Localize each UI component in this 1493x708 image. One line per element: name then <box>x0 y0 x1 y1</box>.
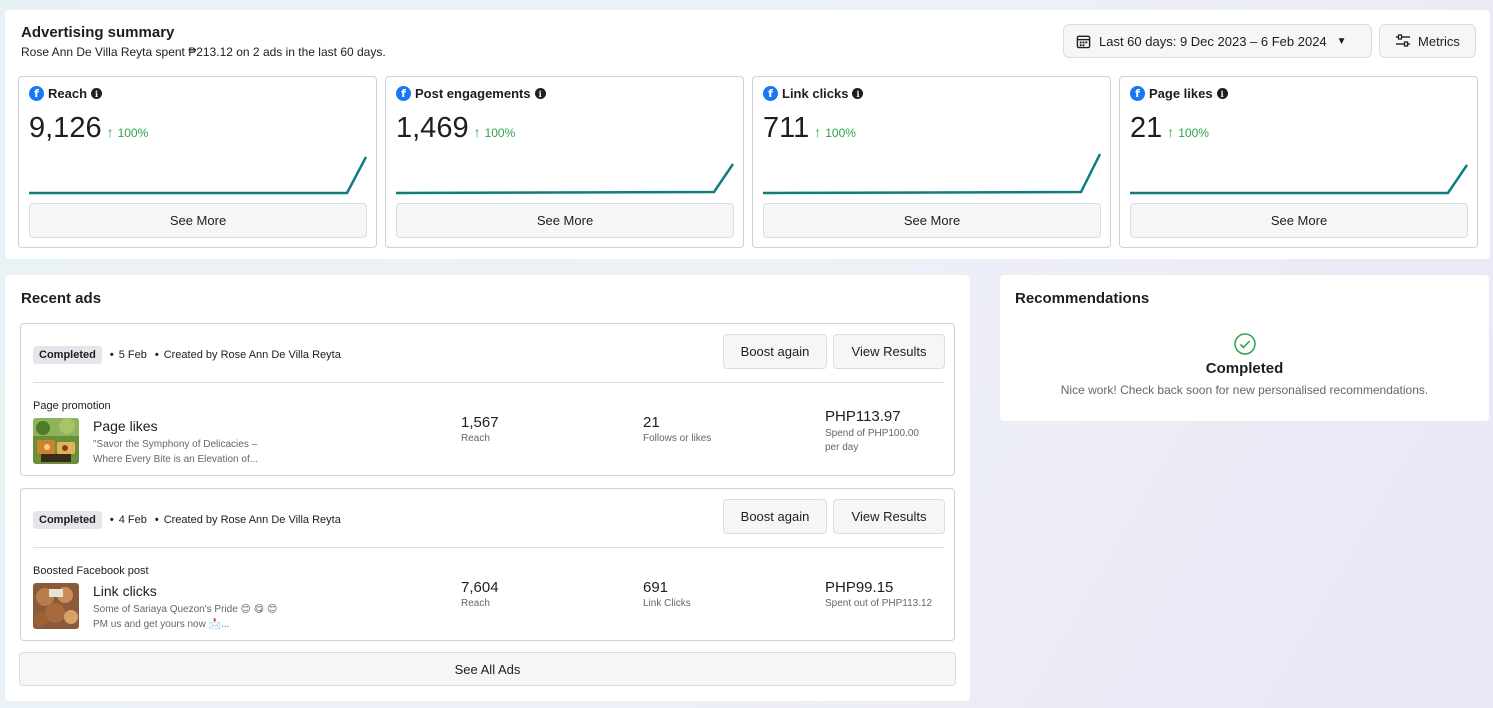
checkmark-circle-icon <box>1234 333 1256 355</box>
card-value: 1,469 <box>396 112 469 144</box>
facebook-icon: f <box>763 86 778 101</box>
status-badge: Completed <box>33 346 102 364</box>
reach-stat: 7,604 Reach <box>461 579 499 609</box>
info-icon[interactable]: i <box>1216 88 1228 99</box>
info-icon[interactable]: i <box>534 88 546 99</box>
card-value: 9,126 <box>29 112 102 144</box>
spend-stat: PHP99.15 Spent out of PHP113.12 <box>825 579 933 609</box>
card-change: 100% <box>484 126 516 140</box>
card-label: Reach <box>48 86 88 101</box>
ad-date: 5 Feb <box>118 349 147 361</box>
ad-thumbnail[interactable] <box>33 418 79 464</box>
card-change: 100% <box>825 126 856 140</box>
ad-thumbnail[interactable] <box>33 583 79 629</box>
facebook-icon: f <box>396 86 411 101</box>
info-icon[interactable]: i <box>852 88 864 99</box>
divider <box>33 382 944 383</box>
see-more-button[interactable]: See More <box>29 203 367 238</box>
calendar-icon <box>1076 35 1091 48</box>
sparkline-chart <box>1130 164 1468 195</box>
ad-creator: Created by Rose Ann De Villa Reyta <box>163 349 341 361</box>
summary-title: Advertising summary <box>21 24 175 41</box>
summary-subtitle: Rose Ann De Villa Reyta spent ₱213.12 on… <box>21 45 386 59</box>
see-more-button[interactable]: See More <box>1130 203 1468 238</box>
card-value: 21 <box>1130 112 1163 144</box>
recommendations-message: Nice work! Check back soon for new perso… <box>1060 383 1429 397</box>
results-stat: 691 Link Clicks <box>643 579 691 609</box>
ad-description: Some of Sariaya Quezon's Pride 😊 😋 😊 PM … <box>93 604 278 630</box>
metrics-button[interactable]: Metrics <box>1379 24 1476 58</box>
see-all-ads-button[interactable]: See All Ads <box>19 652 956 686</box>
see-more-button[interactable]: See More <box>396 203 734 238</box>
metric-card-link-clicks: f Link clicks i 711 ↑ 100% See More <box>752 76 1111 248</box>
sliders-icon <box>1396 34 1411 47</box>
sparkline-chart <box>763 153 1101 195</box>
divider <box>33 547 944 548</box>
caret-down-icon: ▼ <box>1336 35 1347 47</box>
arrow-up-icon: ↑ <box>106 124 114 140</box>
info-icon[interactable]: i <box>91 88 103 99</box>
boost-again-button[interactable]: Boost again <box>723 334 827 369</box>
status-badge: Completed <box>33 511 102 529</box>
recommendations-panel: Recommendations Completed Nice work! Che… <box>1000 275 1489 421</box>
ad-card: Completed • 5 Feb • Created by Rose Ann … <box>20 323 955 476</box>
arrow-up-icon: ↑ <box>473 124 481 140</box>
date-range-label: Last 60 days: 9 Dec 2023 – 6 Feb 2024 <box>1099 33 1327 49</box>
spend-stat: PHP113.97 Spend of PHP100.00 per day <box>825 408 919 453</box>
recommendations-title: Recommendations <box>1015 290 1150 307</box>
boost-again-button[interactable]: Boost again <box>723 499 827 534</box>
recent-ads-panel: Recent ads Completed • 5 Feb • Created b… <box>5 275 970 701</box>
view-results-button[interactable]: View Results <box>833 499 945 534</box>
card-value: 711 <box>763 112 810 144</box>
card-label: Link clicks <box>782 86 849 101</box>
metric-card-reach: f Reach i 9,126 ↑ 100% See More <box>18 76 377 248</box>
see-more-button[interactable]: See More <box>763 203 1101 238</box>
ad-date: 4 Feb <box>118 514 147 526</box>
ad-type: Boosted Facebook post <box>33 565 149 577</box>
sparkline-chart <box>396 163 734 195</box>
metrics-label: Metrics <box>1418 33 1460 49</box>
arrow-up-icon: ↑ <box>1167 124 1175 140</box>
recent-ads-title: Recent ads <box>21 290 102 307</box>
ad-name[interactable]: Link clicks <box>93 583 157 599</box>
ad-card: Completed • 4 Feb • Created by Rose Ann … <box>20 488 955 641</box>
facebook-icon: f <box>29 86 44 101</box>
metric-card-page-likes: f Page likes i 21 ↑ 100% See More <box>1119 76 1478 248</box>
ad-type: Page promotion <box>33 400 111 412</box>
facebook-icon: f <box>1130 86 1145 101</box>
card-label: Post engagements <box>415 86 531 101</box>
ad-creator: Created by Rose Ann De Villa Reyta <box>163 514 341 526</box>
ad-name[interactable]: Page likes <box>93 418 158 434</box>
arrow-up-icon: ↑ <box>814 124 822 140</box>
date-range-dropdown[interactable]: Last 60 days: 9 Dec 2023 – 6 Feb 2024 ▼ <box>1063 24 1372 58</box>
advertising-summary-panel: Advertising summary Rose Ann De Villa Re… <box>5 10 1490 259</box>
metric-card-post-engagements: f Post engagements i 1,469 ↑ 100% See Mo… <box>385 76 744 248</box>
results-stat: 21 Follows or likes <box>643 414 712 444</box>
ad-description: "Savor the Symphony of Delicacies – Wher… <box>93 439 259 465</box>
reach-stat: 1,567 Reach <box>461 414 499 444</box>
card-change: 100% <box>1178 126 1209 140</box>
card-label: Page likes <box>1149 86 1213 101</box>
sparkline-chart <box>29 156 367 195</box>
view-results-button[interactable]: View Results <box>833 334 945 369</box>
recommendations-status: Completed <box>1205 360 1284 377</box>
card-change: 100% <box>117 126 149 140</box>
